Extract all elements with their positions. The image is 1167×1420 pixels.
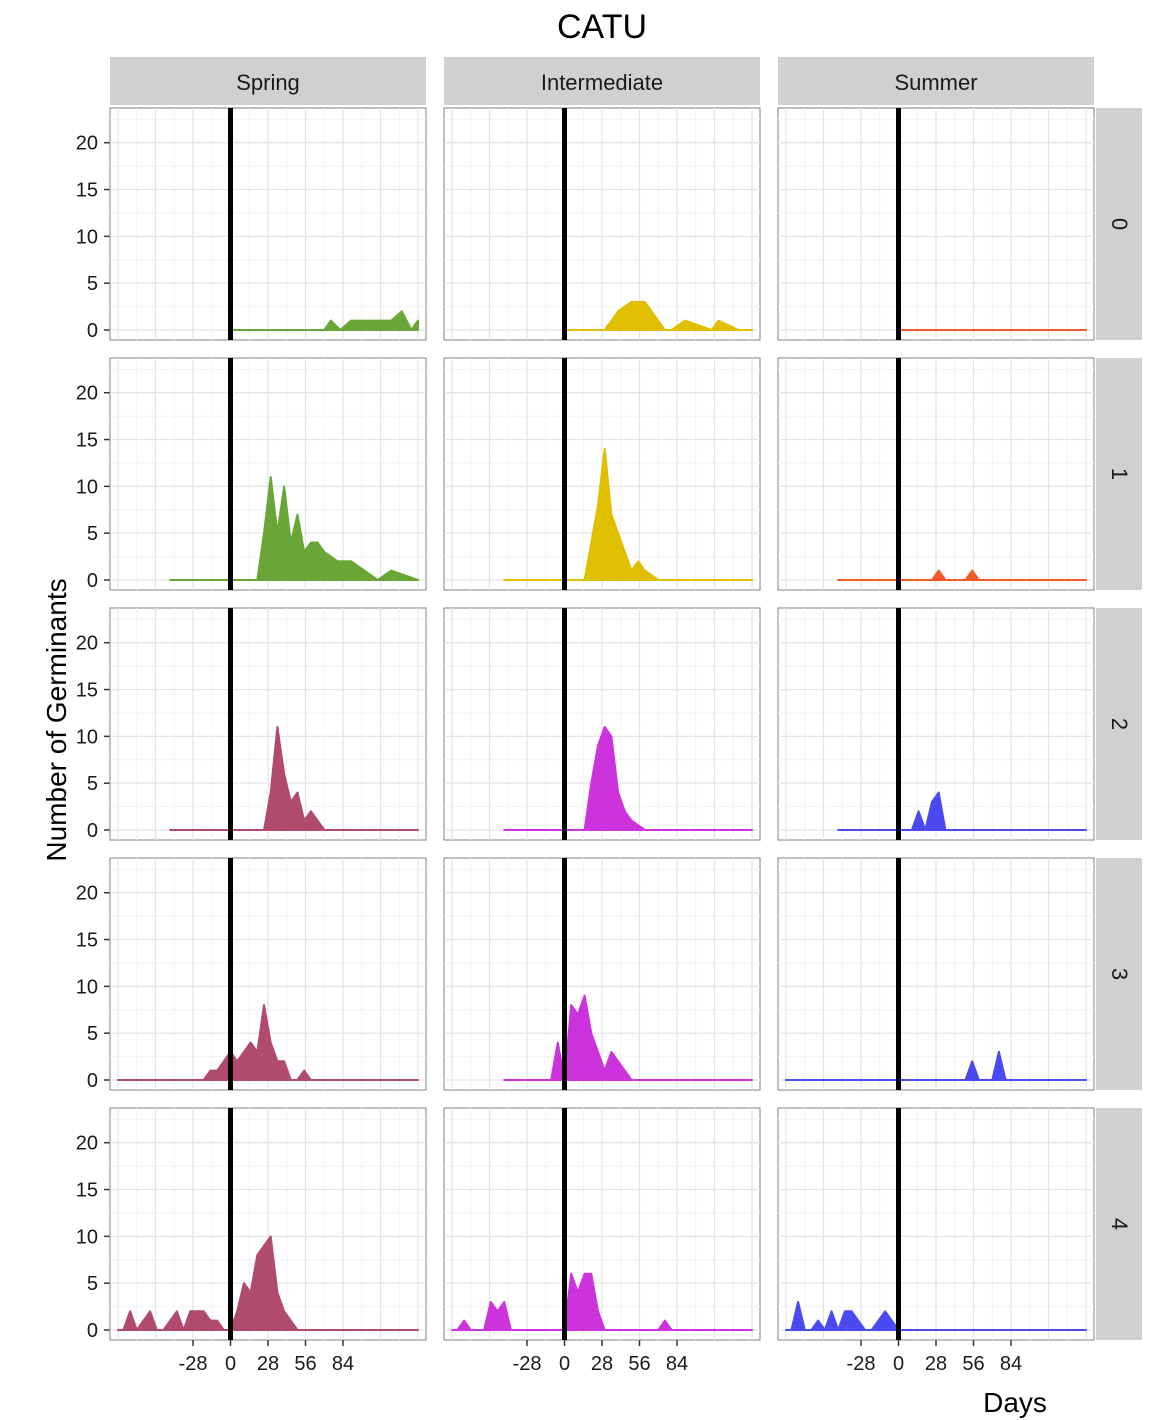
facet-panel [109,107,427,341]
series-area [785,1050,1087,1081]
facet-panel [443,357,761,591]
series-area [563,300,753,331]
x-tick-label: 28 [925,1353,947,1375]
x-tick-label: 84 [332,1353,354,1375]
facet-panel [443,107,761,341]
y-tick-label: 0 [87,320,98,342]
series-area [837,569,1087,581]
x-tick-label: 56 [962,1353,984,1375]
x-tick-label: 0 [225,1353,236,1375]
panel-grid: Spring Intermediate Summer 0 1 2 3 4 0 5 10 15 20 0 5 1… [76,57,1142,1375]
x-tick-label: -28 [513,1353,542,1375]
facet-panel [443,857,761,1091]
series-area [837,791,1087,831]
facet-panel [777,357,1095,591]
strip-background [1096,608,1142,840]
y-tick-label: 20 [76,383,98,405]
strip-background [778,57,1094,105]
facet-panel [777,107,1095,341]
row-strip: 2 [1096,608,1142,840]
series-area [451,1272,753,1331]
facet-panel [109,1107,427,1341]
y-tick-label: 15 [76,930,98,952]
x-tick-label: -28 [847,1353,876,1375]
row-strip-label: 2 [1107,718,1132,730]
y-tick-label: 15 [76,680,98,702]
column-strip-label: Intermediate [541,70,663,95]
facet-panel [109,857,427,1091]
series-area [229,310,419,331]
y-axis-title: Number of Germinants [41,578,72,861]
x-tick-label: 84 [666,1353,688,1375]
row-strip: 0 [1096,108,1142,340]
column-strip: Summer [778,57,1094,105]
series-area [503,726,753,831]
y-tick-label: 5 [87,1273,98,1295]
strip-background [1096,1108,1142,1340]
x-tick-label: 0 [559,1353,570,1375]
strip-background [1096,358,1142,590]
y-tick-label: 0 [87,570,98,592]
row-strip-label: 4 [1107,1218,1132,1230]
strip-background [1096,858,1142,1090]
x-axis-title: Days [983,1387,1047,1418]
y-tick-label: 15 [76,1180,98,1202]
column-strip-label: Spring [236,70,300,95]
y-tick-label: 10 [76,476,98,498]
x-tick-label: 56 [294,1353,316,1375]
facet-panel [777,607,1095,841]
y-tick-label: 10 [76,226,98,248]
facet-panel [109,607,427,841]
y-tick-label: 10 [76,976,98,998]
y-tick-label: 20 [76,133,98,155]
chart-title: CATU [557,8,647,46]
series-area [503,447,753,581]
y-tick-label: 20 [76,883,98,905]
y-tick-label: 0 [87,820,98,842]
row-strip-label: 3 [1107,968,1132,980]
y-tick-label: 5 [87,1023,98,1045]
x-tick-label: 28 [591,1353,613,1375]
strip-background [1096,108,1142,340]
y-tick-label: 15 [76,180,98,202]
series-area [117,1004,419,1081]
facet-panel [109,357,427,591]
y-tick-label: 20 [76,633,98,655]
y-tick-label: 10 [76,1226,98,1248]
x-tick-label: 28 [257,1353,279,1375]
column-strip-label: Summer [894,70,977,95]
series-area [785,1300,1087,1331]
row-strip-label: 0 [1107,218,1132,230]
y-tick-label: 0 [87,1070,98,1092]
y-tick-label: 15 [76,430,98,452]
y-tick-label: 0 [87,1320,98,1342]
column-strip: Spring [110,57,426,105]
row-strip-label: 1 [1107,468,1132,480]
facet-panel [777,1107,1095,1341]
strip-background [444,57,760,105]
y-tick-label: 5 [87,273,98,295]
x-tick-label: -28 [179,1353,208,1375]
column-strip: Intermediate [444,57,760,105]
series-area [169,726,419,831]
row-strip: 1 [1096,358,1142,590]
facet-panel [777,857,1095,1091]
x-tick-label: 84 [1000,1353,1022,1375]
x-tick-label: 56 [628,1353,650,1375]
y-tick-label: 20 [76,1133,98,1155]
y-tick-label: 5 [87,773,98,795]
y-tick-label: 10 [76,726,98,748]
series-area [169,476,419,581]
x-tick-label: 0 [893,1353,904,1375]
row-strip: 4 [1096,1108,1142,1340]
y-tick-label: 5 [87,523,98,545]
row-strip: 3 [1096,858,1142,1090]
strip-background [110,57,426,105]
facet-panel [443,607,761,841]
facet-panel [443,1107,761,1341]
